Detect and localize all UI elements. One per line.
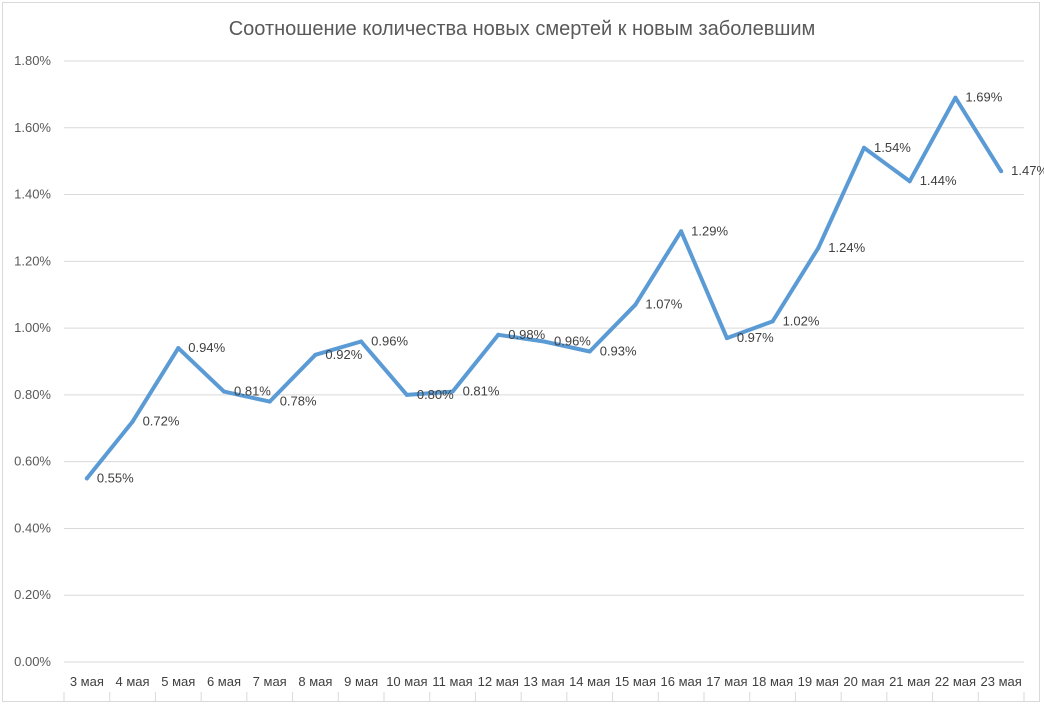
data-label: 1.24% [828,240,865,255]
data-label: 0.94% [188,340,225,355]
data-point [450,389,455,394]
data-label: 1.54% [874,140,911,155]
data-point [770,319,775,324]
data-point [313,352,318,357]
data-label: 0.96% [554,333,591,348]
data-point [404,392,409,397]
x-tick-label: 3 мая [70,674,104,689]
data-label: 1.02% [783,313,820,328]
data-point [267,399,272,404]
y-tick-label: 1.00% [14,320,51,335]
data-label: 0.72% [143,414,180,429]
data-labels: 0.55% 0.72% 0.94% 0.81% 0.78% 0.92% 0.96% 0.80%… [97,90,1044,486]
data-point [542,339,546,344]
data-label: 0.98% [508,327,545,342]
x-tick-label: 14 мая [569,674,610,689]
x-tick-label: 10 мая [386,674,427,689]
x-tick-label: 8 мая [298,674,332,689]
x-tick-label: 6 мая [207,674,241,689]
data-point [862,145,866,150]
y-tick-label: 1.60% [14,120,51,135]
x-tick-label: 15 мая [615,674,656,689]
x-tick-label: 18 мая [752,674,793,689]
data-point [130,419,135,424]
chart-title: Соотношение количества новых смертей к н… [229,18,816,40]
data-label: 0.92% [325,347,362,362]
data-label: 1.07% [645,297,682,312]
data-point [176,346,181,351]
data-label: 0.96% [371,333,408,348]
x-axis-ticks: 3 мая 4 мая 5 мая 6 мая 7 мая 8 мая 9 мая 10 ма… [63,674,1025,702]
data-point [633,302,638,307]
x-tick-label: 7 мая [253,674,287,689]
data-point [587,349,592,354]
x-tick-label: 9 мая [344,674,378,689]
data-point [222,389,226,394]
y-tick-label: 0.60% [14,454,51,469]
x-tick-label: 4 мая [116,674,150,689]
y-tick-label: 0.20% [14,587,51,602]
gridlines [64,60,1024,663]
x-tick-label: 17 мая [706,674,747,689]
x-tick-label: 5 мая [161,674,195,689]
data-point [84,476,89,481]
y-tick-label: 1.20% [14,253,51,268]
y-tick-label: 1.80% [14,53,51,68]
data-point [816,245,821,250]
data-label: 0.93% [600,343,637,358]
x-tick-label: 19 мая [798,674,839,689]
series-line [84,95,1004,481]
y-tick-label: 0.40% [14,520,51,535]
data-label: 1.69% [965,90,1002,105]
data-label: 0.80% [417,387,454,402]
data-label: 1.29% [691,223,728,238]
data-label: 1.44% [920,173,957,188]
y-tick-label: 0.80% [14,387,51,402]
data-label: 0.55% [97,470,134,485]
x-tick-label: 22 мая [935,674,976,689]
data-point [496,332,501,337]
x-tick-label: 20 мая [843,674,884,689]
data-label: 0.78% [280,394,317,409]
x-tick-label: 13 мая [523,674,564,689]
data-point [724,336,729,341]
y-axis-ticks: 0.00% 0.20% 0.40% 0.60% 0.80% 1.00% 1.20% 1.40%… [14,53,51,669]
series-layer [84,95,1004,481]
x-tick-label: 23 мая [981,674,1022,689]
data-point [907,179,912,184]
data-point [999,169,1004,174]
data-label: 0.97% [737,330,774,345]
x-tick-label: 16 мая [661,674,702,689]
data-point [953,95,958,100]
data-point [679,229,684,234]
data-point [359,339,364,344]
x-tick-label: 12 мая [478,674,519,689]
data-label: 0.81% [463,384,500,399]
data-label: 0.81% [234,384,271,399]
x-tick-label: 21 мая [889,674,930,689]
x-tick-label: 11 мая [432,674,472,689]
y-tick-label: 0.00% [14,654,51,669]
y-tick-label: 1.40% [14,187,51,202]
data-label: 1.47% [1011,163,1044,178]
